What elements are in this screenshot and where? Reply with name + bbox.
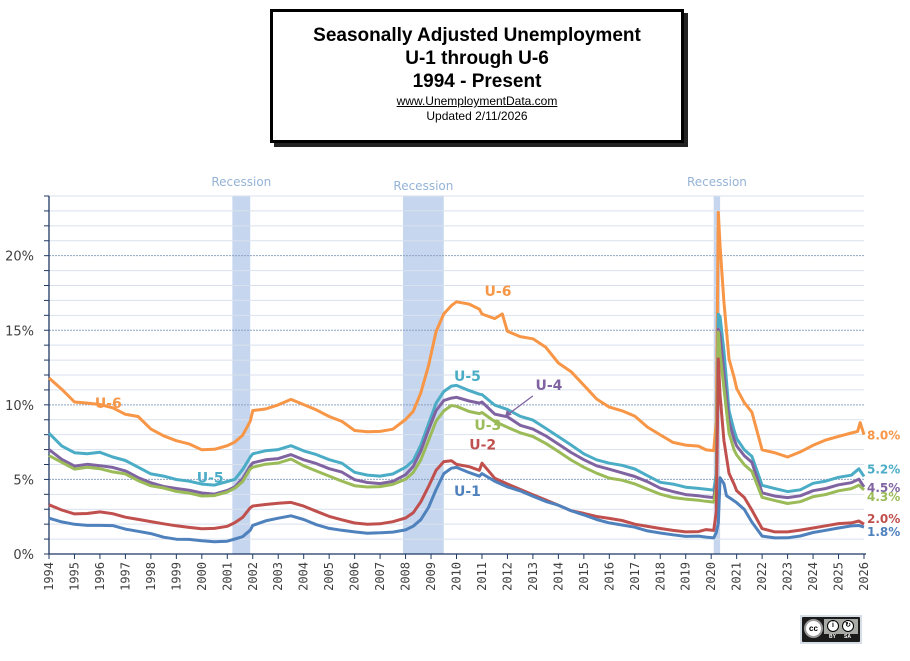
x-tick-label: 2002 bbox=[246, 562, 260, 591]
x-tick-label: 1995 bbox=[67, 562, 81, 591]
cc-by-sa-license-badge[interactable]: cc i ↻ BY SA bbox=[800, 615, 862, 644]
x-tick-label: 2018 bbox=[653, 562, 667, 591]
x-tick-label: 2020 bbox=[704, 562, 718, 591]
x-tick-label: 2026 bbox=[857, 562, 871, 591]
x-tick-label: 2006 bbox=[348, 562, 362, 591]
x-tick-label: 1998 bbox=[144, 562, 158, 591]
chart-title-line-1: Seasonally Adjusted Unemployment bbox=[313, 25, 641, 46]
y-tick-label: 0% bbox=[13, 548, 34, 563]
end-value-label-u-6: 8.0% bbox=[867, 429, 900, 443]
chart-title-line-2: U-1 through U-6 bbox=[405, 48, 549, 69]
y-tick-label: 15% bbox=[5, 324, 34, 339]
x-tick-label: 2017 bbox=[628, 562, 642, 591]
recession-label: Recession bbox=[393, 179, 453, 193]
x-tick-label: 2001 bbox=[220, 562, 234, 591]
series-labels: 8.0% U-6 U-6 5.2% U-5 U-5 4.5% U-4 4.3% U-3 2.0% U-… bbox=[95, 284, 900, 539]
x-tick-label: 2003 bbox=[271, 562, 285, 591]
x-tick-label: 2016 bbox=[602, 562, 616, 591]
x-tick-label: 2015 bbox=[577, 562, 591, 591]
x-tick-label: 2022 bbox=[755, 562, 769, 591]
end-value-label-u-2: 2.0% bbox=[867, 512, 900, 526]
chart-title-box: Seasonally Adjusted Unemployment U-1 thr… bbox=[270, 9, 684, 143]
x-tick-label: 2010 bbox=[450, 562, 464, 591]
end-value-label-u-1: 1.8% bbox=[867, 525, 900, 539]
x-tick-label: 2014 bbox=[551, 562, 565, 591]
series-line-u-1 bbox=[48, 465, 865, 544]
x-tick-label: 2021 bbox=[730, 562, 744, 591]
x-tick-label: 2025 bbox=[832, 562, 846, 591]
series-name-label-u-6: U-6 bbox=[485, 284, 512, 300]
x-tick-label: 1999 bbox=[169, 562, 183, 591]
series-name-label-u-3: U-3 bbox=[474, 418, 501, 434]
x-tick-label: 2019 bbox=[679, 562, 693, 591]
end-value-label-u-4: 4.5% bbox=[867, 481, 900, 495]
cc-icon: cc bbox=[804, 619, 823, 638]
x-tick-label: 1997 bbox=[118, 562, 132, 591]
series-name-label-u-1: U-1 bbox=[454, 484, 481, 500]
x-tick-label: 2007 bbox=[373, 562, 387, 591]
series-name-label-u-5: U-5 bbox=[454, 369, 481, 385]
x-tick-label: 1996 bbox=[93, 562, 107, 591]
recession-label: Recession bbox=[687, 175, 747, 189]
x-tick-label: 2013 bbox=[526, 562, 540, 591]
series-line-u-2 bbox=[48, 357, 865, 534]
by-icon: i bbox=[827, 620, 839, 632]
x-tick-label: 2005 bbox=[322, 562, 336, 591]
sa-label: SA bbox=[844, 634, 851, 640]
website-link[interactable]: www.UnemploymentData.com bbox=[396, 94, 558, 108]
y-tick-label: 10% bbox=[5, 399, 34, 414]
series-name-label-u-4: U-4 bbox=[535, 378, 562, 394]
sa-icon: ↻ bbox=[842, 620, 854, 632]
end-value-label-u-5: 5.2% bbox=[867, 462, 900, 476]
recession-label: Recession bbox=[211, 175, 271, 189]
series-line-u-6 bbox=[48, 210, 866, 459]
series-name-label-u-6: U-6 bbox=[95, 396, 122, 412]
end-value-label-u-3: 4.3% bbox=[867, 490, 900, 504]
y-tick-label: 20% bbox=[5, 250, 34, 265]
x-tick-label: 2000 bbox=[195, 562, 209, 591]
x-tick-label: 2012 bbox=[500, 562, 514, 591]
x-tick-label: 2009 bbox=[424, 562, 438, 591]
series-lines bbox=[47, 210, 866, 544]
x-tick-label: 2004 bbox=[297, 562, 311, 591]
x-tick-label: 2023 bbox=[781, 562, 795, 591]
y-tick-label: 5% bbox=[13, 473, 34, 488]
updated-date: Updated 2/11/2026 bbox=[426, 109, 528, 123]
series-line-u-4 bbox=[48, 327, 866, 500]
series-line-u-3 bbox=[48, 330, 866, 505]
x-tick-label: 2024 bbox=[806, 562, 820, 591]
cc-by-sa-icon: cc i ↻ BY SA bbox=[802, 617, 860, 642]
series-name-label-u-2: U-2 bbox=[469, 438, 496, 454]
chart-title-line-3: 1994 - Present bbox=[412, 71, 542, 92]
u-4-arrowhead-icon bbox=[504, 409, 512, 417]
x-tick-label: 2008 bbox=[399, 562, 413, 591]
by-label: BY bbox=[829, 634, 836, 640]
x-tick-label: 1994 bbox=[42, 562, 56, 591]
axes: 0% 5% 10% 15% 20% 1994 1995 1996 1997 1998 1999 200… bbox=[5, 195, 871, 591]
x-tick-label: 2011 bbox=[475, 562, 489, 591]
series-line-u-5 bbox=[47, 312, 866, 494]
series-name-label-u-5: U-5 bbox=[197, 470, 224, 486]
